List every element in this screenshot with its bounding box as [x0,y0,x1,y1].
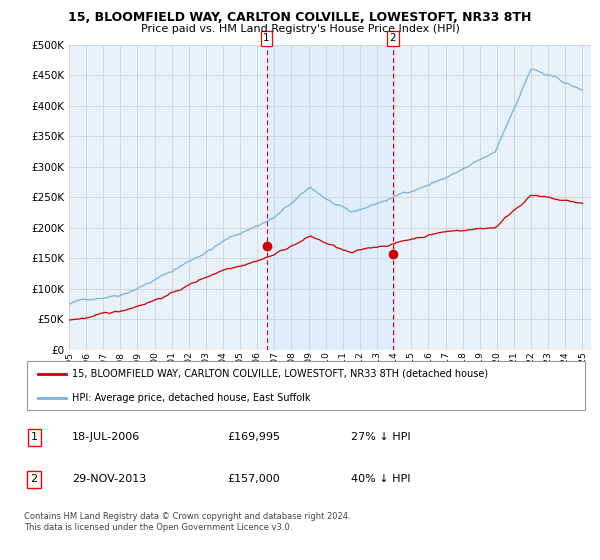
Text: 1: 1 [31,432,38,442]
Bar [266,45,392,350]
Text: 27% ↓ HPI: 27% ↓ HPI [351,432,411,442]
Text: 18-JUL-2006: 18-JUL-2006 [72,432,140,442]
Text: £157,000: £157,000 [227,474,280,484]
Text: 15, BLOOMFIELD WAY, CARLTON COLVILLE, LOWESTOFT, NR33 8TH (detached house): 15, BLOOMFIELD WAY, CARLTON COLVILLE, LO… [72,368,488,379]
Text: 2: 2 [31,474,38,484]
Text: 29-NOV-2013: 29-NOV-2013 [72,474,146,484]
Text: Price paid vs. HM Land Registry's House Price Index (HPI): Price paid vs. HM Land Registry's House … [140,24,460,34]
Text: 1: 1 [263,33,270,43]
Text: 15, BLOOMFIELD WAY, CARLTON COLVILLE, LOWESTOFT, NR33 8TH: 15, BLOOMFIELD WAY, CARLTON COLVILLE, LO… [68,11,532,24]
Text: £169,995: £169,995 [227,432,280,442]
Text: HPI: Average price, detached house, East Suffolk: HPI: Average price, detached house, East… [72,393,310,403]
Text: Contains HM Land Registry data © Crown copyright and database right 2024.
This d: Contains HM Land Registry data © Crown c… [24,512,350,532]
Text: 40% ↓ HPI: 40% ↓ HPI [351,474,410,484]
Text: 2: 2 [389,33,396,43]
FancyBboxPatch shape [27,361,585,410]
